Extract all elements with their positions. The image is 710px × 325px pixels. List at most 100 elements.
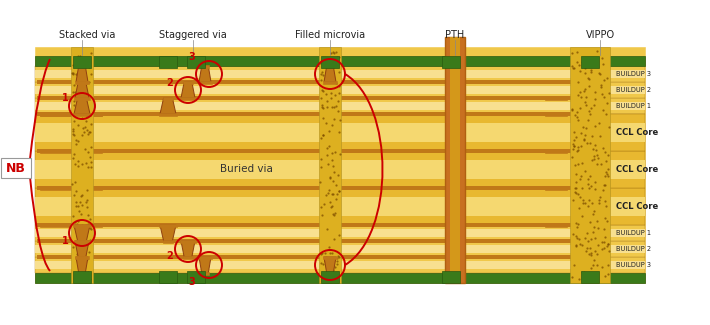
Point [327, 104, 338, 109]
Point [80, 118, 92, 124]
Point [589, 249, 601, 254]
Bar [40, 112, 102, 116]
Point [579, 270, 590, 275]
Point [83, 65, 94, 70]
Point [589, 208, 600, 213]
Point [596, 265, 607, 270]
Point [574, 194, 586, 199]
Point [324, 128, 335, 133]
Point [316, 102, 327, 108]
Bar [545, 149, 567, 153]
Point [334, 129, 345, 135]
Point [70, 222, 81, 227]
Point [601, 158, 612, 163]
Bar [35, 102, 645, 110]
Point [331, 258, 342, 263]
Text: Buried via: Buried via [220, 164, 273, 175]
Point [84, 79, 95, 84]
Point [320, 259, 331, 264]
Point [587, 262, 599, 267]
Point [584, 186, 595, 191]
Point [585, 251, 596, 256]
Polygon shape [324, 257, 336, 273]
Point [67, 128, 78, 133]
Point [328, 116, 339, 121]
Point [75, 110, 87, 115]
Point [594, 195, 606, 200]
Point [579, 88, 590, 94]
Point [587, 64, 599, 69]
Point [572, 115, 583, 120]
Point [570, 191, 581, 196]
Point [599, 182, 611, 187]
Bar [37, 255, 587, 259]
Polygon shape [75, 82, 89, 98]
Point [594, 72, 606, 77]
Text: NB: NB [6, 162, 26, 175]
Point [603, 152, 614, 158]
Point [332, 99, 344, 104]
Point [73, 76, 84, 81]
Point [576, 144, 587, 149]
Point [72, 123, 84, 128]
FancyBboxPatch shape [1, 158, 31, 178]
Point [575, 130, 586, 135]
Point [589, 89, 601, 95]
Polygon shape [199, 66, 211, 82]
Point [576, 95, 587, 100]
Point [329, 264, 340, 269]
Point [316, 104, 327, 110]
Point [567, 197, 579, 202]
Point [604, 124, 615, 130]
Point [322, 161, 333, 166]
Point [317, 261, 329, 266]
Point [70, 71, 82, 76]
Point [317, 72, 329, 78]
Bar [323, 81, 337, 84]
Point [604, 90, 615, 95]
Point [585, 183, 596, 188]
Bar [183, 81, 193, 84]
Text: Stacked via: Stacked via [59, 30, 115, 40]
Point [69, 98, 80, 103]
Point [79, 56, 90, 61]
Point [333, 188, 344, 194]
Bar [35, 47, 645, 283]
Bar [201, 64, 209, 68]
Point [67, 70, 78, 75]
Polygon shape [74, 98, 90, 114]
Point [321, 120, 332, 125]
Bar [163, 240, 173, 242]
Point [315, 135, 326, 140]
Polygon shape [76, 66, 88, 82]
Bar [35, 86, 645, 94]
Point [79, 69, 90, 74]
Point [67, 213, 79, 218]
Bar [37, 149, 587, 153]
Point [80, 85, 91, 90]
Point [572, 79, 584, 84]
Bar [40, 149, 102, 153]
Bar [37, 223, 587, 227]
Point [566, 274, 577, 280]
Point [317, 115, 329, 120]
Text: 2: 2 [167, 78, 173, 88]
Text: BUILDUP 3: BUILDUP 3 [616, 262, 651, 268]
Point [317, 132, 328, 137]
Point [570, 234, 581, 239]
Point [331, 183, 342, 188]
Point [333, 55, 344, 60]
Bar [35, 56, 645, 66]
Point [599, 77, 610, 83]
Point [573, 276, 584, 281]
Text: VIPPO: VIPPO [586, 30, 615, 40]
Bar [77, 64, 87, 68]
Point [68, 132, 80, 137]
Point [320, 254, 332, 259]
Point [327, 56, 338, 61]
Point [68, 82, 80, 87]
Point [600, 199, 611, 204]
Point [322, 273, 334, 279]
Point [73, 275, 84, 280]
Point [75, 212, 87, 217]
